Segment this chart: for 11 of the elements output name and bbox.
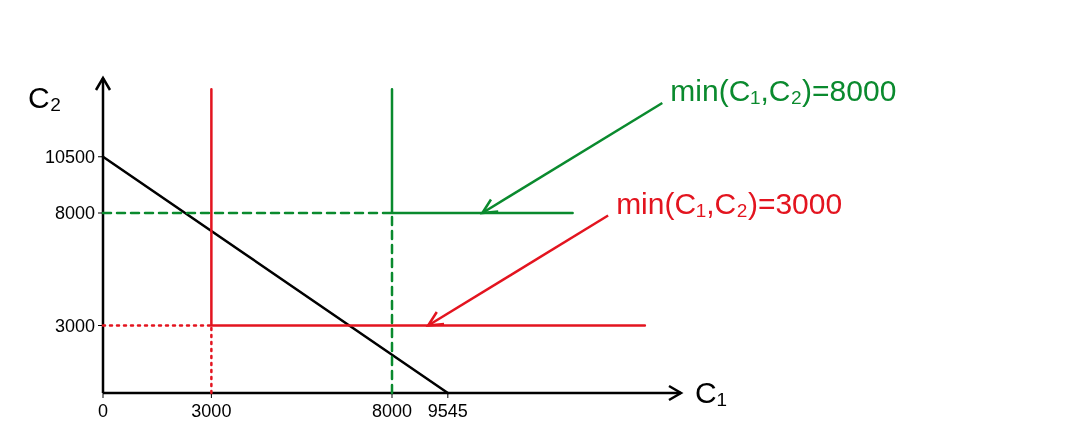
y-axis-title: C₂	[28, 81, 62, 114]
y-tick-label: 3000	[54, 315, 95, 336]
text: min(C₁,C₂)=8000	[670, 74, 897, 107]
y-tick-label: 8000	[54, 203, 95, 223]
x-axis-title: C₁	[695, 376, 727, 409]
text: min(C₁,C₂)=3000	[616, 186, 843, 220]
x-tick-label: 3000	[191, 401, 232, 421]
x-tick-label: 0	[97, 401, 109, 421]
x-tick-label: 8000	[371, 401, 413, 421]
y-tick-label: 10500	[44, 146, 95, 167]
x-tick-label: 9545	[427, 401, 468, 421]
